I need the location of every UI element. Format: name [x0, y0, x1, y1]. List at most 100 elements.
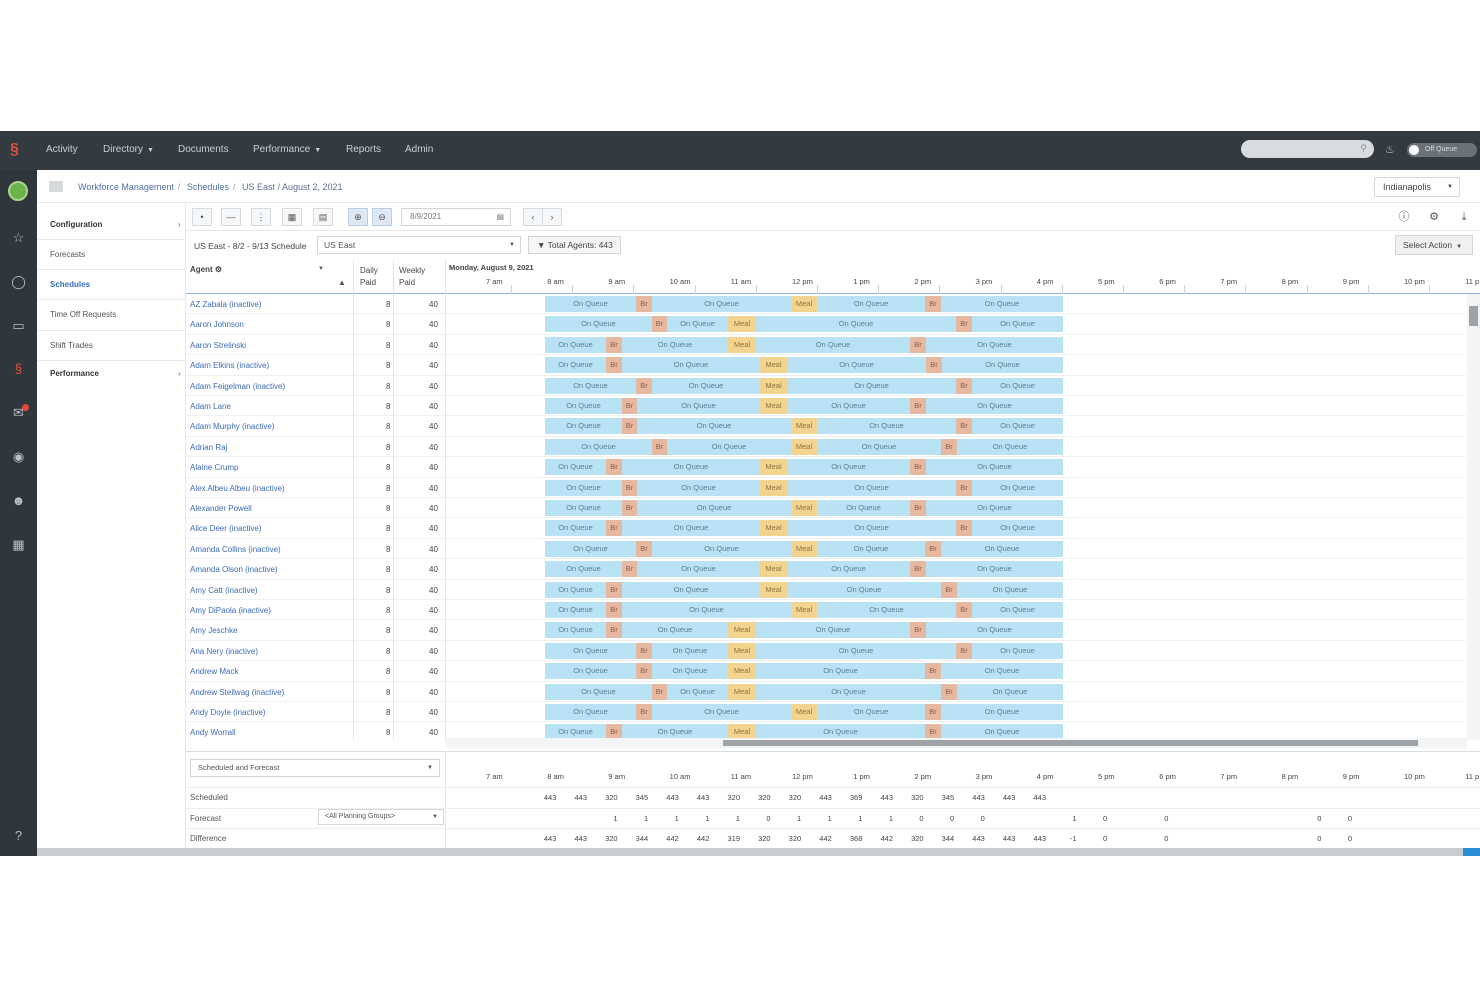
org-chart-icon[interactable]: ▦ — [12, 537, 25, 552]
on-queue-segment[interactable]: On Queue — [787, 479, 956, 496]
break-segment[interactable]: Br — [606, 336, 622, 353]
on-queue-segment[interactable]: On Queue — [942, 357, 1063, 374]
break-segment[interactable]: Br — [925, 296, 941, 312]
on-queue-segment[interactable]: On Queue — [545, 520, 606, 537]
on-queue-segment[interactable]: On Queue — [926, 500, 1063, 516]
business-unit-select[interactable]: US East ▼ — [317, 236, 521, 254]
on-queue-segment[interactable]: On Queue — [637, 561, 760, 578]
subnav-forecasts[interactable]: Forecasts — [50, 250, 86, 259]
table-row[interactable]: Aaron Johnson 8 40 On Queue Br On Queue Meal On… — [186, 314, 1466, 335]
on-queue-segment[interactable]: On Queue — [622, 520, 760, 537]
search-input[interactable]: ⚲ — [1241, 140, 1374, 158]
on-queue-segment[interactable]: On Queue — [545, 540, 636, 557]
on-queue-segment[interactable]: On Queue — [652, 663, 728, 680]
break-segment[interactable]: Br — [926, 357, 942, 374]
user-avatar[interactable] — [8, 181, 28, 201]
on-queue-segment[interactable]: On Queue — [545, 459, 606, 476]
table-row[interactable]: Andy Doyle (inactive) 8 40 On Queue Br On Que… — [186, 702, 1466, 723]
nav-item-performance[interactable]: Performance ▼ — [253, 144, 321, 155]
on-queue-segment[interactable]: On Queue — [622, 622, 728, 639]
help-icon[interactable]: ? — [14, 828, 23, 843]
on-queue-segment[interactable]: On Queue — [926, 561, 1063, 578]
agent-name-link[interactable]: Amy Catt (inactive) — [190, 585, 258, 595]
summary-view-select[interactable]: Scheduled and Forecast ▼ — [190, 759, 440, 777]
week-view-button[interactable]: ▦ — [282, 208, 302, 226]
on-queue-segment[interactable]: On Queue — [545, 357, 606, 374]
on-queue-segment[interactable]: On Queue — [545, 500, 622, 516]
agent-name-link[interactable]: Adam Elkins (inactive) — [190, 361, 270, 371]
agent-name-link[interactable]: Alaine Crump — [190, 463, 239, 473]
break-segment[interactable]: Br — [956, 602, 972, 618]
table-row[interactable]: Ana Nery (inactive) 8 40 On Queue Br On Queue… — [186, 641, 1466, 662]
on-queue-segment[interactable]: On Queue — [545, 438, 652, 455]
timezone-select[interactable]: Indianapolis ▼ — [1374, 177, 1460, 197]
on-queue-segment[interactable]: On Queue — [545, 663, 636, 680]
on-queue-segment[interactable]: On Queue — [545, 479, 622, 496]
table-row[interactable]: Alice Deer (inactive) 8 40 On Queue Br On Que… — [186, 518, 1466, 539]
meal-segment[interactable]: Meal — [791, 296, 817, 312]
break-segment[interactable]: Br — [636, 704, 652, 720]
on-queue-segment[interactable]: On Queue — [817, 602, 956, 618]
meal-segment[interactable]: Meal — [791, 418, 817, 435]
on-queue-segment[interactable]: On Queue — [545, 398, 622, 414]
on-queue-segment[interactable]: On Queue — [941, 296, 1063, 312]
agent-name-link[interactable]: Amanda Olson (inactive) — [190, 565, 278, 575]
table-row[interactable]: Amanda Olson (inactive) 8 40 On Queue Br On Q… — [186, 559, 1466, 580]
table-row[interactable]: Adam Feigelman (inactive) 8 40 On Queue Br On… — [186, 376, 1466, 396]
agent-name-link[interactable]: Amy Jeschke — [190, 626, 238, 636]
break-segment[interactable]: Br — [606, 602, 622, 618]
break-segment[interactable]: Br — [910, 398, 926, 414]
agent-name-link[interactable]: AZ Zabala (inactive) — [190, 300, 262, 309]
subnav-performance[interactable]: Performance — [50, 369, 99, 378]
break-segment[interactable]: Br — [956, 316, 972, 333]
on-queue-segment[interactable]: On Queue — [622, 357, 760, 374]
meal-segment[interactable]: Meal — [760, 561, 787, 578]
meal-segment[interactable]: Meal — [728, 663, 756, 680]
select-action-button[interactable]: Select Action ▼ — [1395, 235, 1473, 255]
table-row[interactable]: Amy DiPaola (inactive) 8 40 On Queue Br On Qu… — [186, 600, 1466, 621]
star-icon[interactable]: ☆ — [12, 230, 25, 245]
table-row[interactable]: Amanda Collins (inactive) 8 40 On Queue Br On… — [186, 539, 1466, 560]
agent-name-link[interactable]: Alexander Powell — [190, 504, 252, 513]
meal-segment[interactable]: Meal — [760, 520, 787, 537]
gear-icon[interactable]: ⚙ — [1429, 211, 1439, 223]
break-segment[interactable]: Br — [941, 683, 957, 700]
on-queue-segment[interactable]: On Queue — [622, 336, 728, 353]
break-segment[interactable]: Br — [606, 622, 622, 639]
on-queue-segment[interactable]: On Queue — [545, 581, 606, 598]
vertical-scrollbar[interactable] — [1467, 294, 1480, 740]
nav-item-activity[interactable]: Activity — [46, 144, 78, 155]
nav-item-admin[interactable]: Admin — [405, 144, 433, 155]
line-view-button[interactable]: — — [221, 208, 241, 226]
notification-bell-icon[interactable]: ♨ — [1385, 144, 1395, 156]
break-segment[interactable]: Br — [910, 622, 926, 639]
table-row[interactable]: Adam Lane 8 40 On Queue Br On Queue Meal On Que… — [186, 396, 1466, 417]
on-queue-segment[interactable]: On Queue — [637, 418, 791, 435]
chevron-down-icon[interactable]: ▼ — [318, 266, 324, 272]
on-queue-segment[interactable]: On Queue — [941, 663, 1063, 680]
on-queue-segment[interactable]: On Queue — [972, 602, 1063, 618]
next-day-button[interactable]: › — [542, 208, 562, 226]
on-queue-segment[interactable]: On Queue — [622, 724, 728, 740]
on-queue-segment[interactable]: On Queue — [545, 622, 606, 639]
break-segment[interactable]: Br — [636, 377, 652, 394]
agent-name-link[interactable]: Amanda Collins (inactive) — [190, 544, 281, 554]
on-queue-segment[interactable]: On Queue — [817, 418, 956, 435]
agent-name-link[interactable]: Amy DiPaola (inactive) — [190, 606, 271, 615]
table-row[interactable]: Alex Albeu Albeu (inactive) 8 40 On Queue Br… — [186, 478, 1466, 498]
meal-segment[interactable]: Meal — [791, 438, 817, 455]
on-queue-segment[interactable]: On Queue — [787, 377, 956, 394]
on-queue-segment[interactable]: On Queue — [637, 500, 791, 516]
on-queue-segment[interactable]: On Queue — [667, 316, 728, 333]
on-queue-segment[interactable]: On Queue — [545, 336, 606, 353]
on-queue-segment[interactable]: On Queue — [972, 316, 1063, 333]
on-queue-segment[interactable]: On Queue — [787, 357, 926, 374]
on-queue-segment[interactable]: On Queue — [787, 581, 941, 598]
workforce-icon[interactable]: § — [14, 361, 23, 376]
on-queue-segment[interactable]: On Queue — [637, 479, 760, 496]
on-queue-segment[interactable]: On Queue — [972, 642, 1063, 659]
dot-view-button[interactable]: • — [192, 208, 212, 226]
meal-segment[interactable]: Meal — [791, 500, 817, 516]
calendar-view-button[interactable]: ▤ — [313, 208, 333, 226]
meal-segment[interactable]: Meal — [728, 724, 756, 740]
